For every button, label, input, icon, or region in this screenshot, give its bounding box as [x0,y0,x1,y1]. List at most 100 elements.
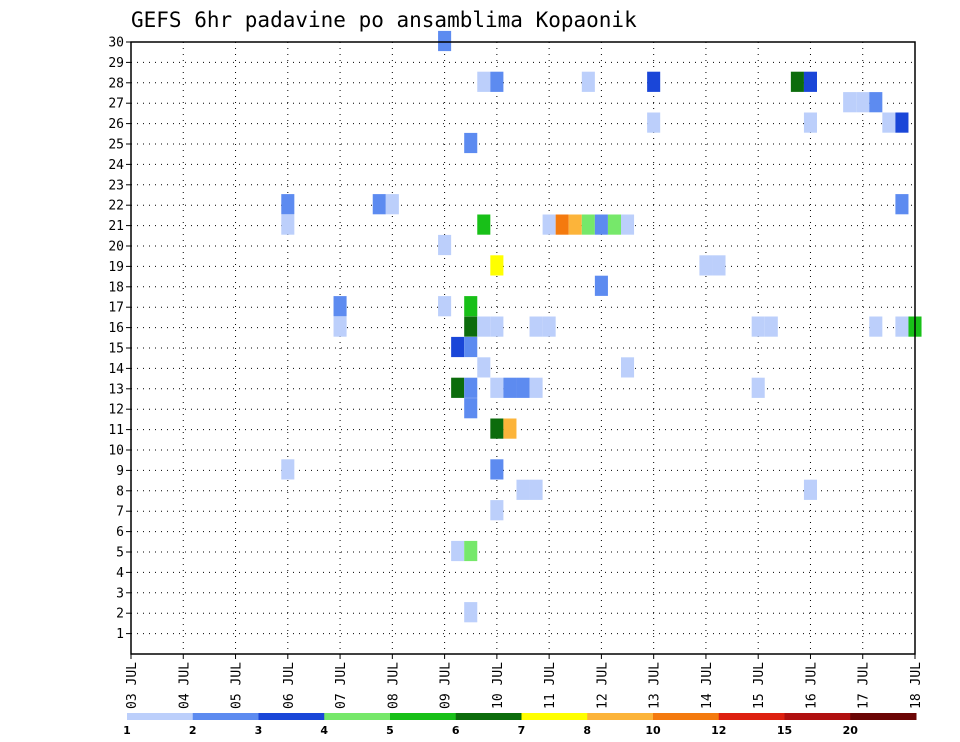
precip-cell [529,479,543,500]
precip-cell [464,336,478,358]
y-axis-ticks: 1234567891011121314151617181920212223242… [108,36,131,642]
precip-cell [372,194,386,215]
precip-cell [751,377,765,398]
precip-cell [516,479,530,500]
precip-cell [542,316,556,337]
precip-cell [464,398,478,419]
precip-cell [490,418,504,439]
legend-label: 1 [123,724,131,737]
legend-swatch [653,713,720,720]
y-tick-label: 2 [116,607,124,622]
legend-label: 10 [645,724,661,737]
precip-cell [712,255,726,276]
precip-cell [803,71,817,92]
precip-cell [803,479,817,500]
precip-cell [281,214,295,235]
precip-cell [581,214,595,235]
y-tick-label: 16 [108,321,124,336]
precip-cell [607,214,621,235]
legend-swatch [127,713,194,720]
legend-label: 8 [583,724,591,737]
y-tick-label: 30 [108,36,124,51]
y-tick-label: 10 [108,444,124,459]
precip-cell [477,71,491,92]
y-tick-label: 7 [116,505,124,520]
legend-label: 15 [777,724,792,737]
precip-cell [594,275,608,296]
precip-cell [869,316,883,337]
y-tick-label: 14 [108,362,124,377]
legend-swatch [390,713,457,720]
precip-cell [451,336,465,358]
x-tick-label: 16 JUL [804,662,819,709]
x-tick-label: 04 JUL [177,662,192,709]
y-tick-label: 11 [108,423,124,438]
precip-cell [281,194,295,215]
precip-cell [503,418,517,439]
y-tick-label: 13 [108,382,124,397]
precip-cell [790,71,804,92]
precip-cell [503,377,517,398]
y-tick-label: 23 [108,178,124,193]
y-tick-label: 9 [116,464,124,479]
precip-cell [477,357,491,378]
precip-cell [464,602,478,623]
legend-swatch [587,713,654,720]
y-tick-label: 26 [108,117,124,132]
legend-swatch [718,713,785,720]
precip-cell [856,92,870,113]
precip-cell [451,540,465,562]
precip-cell [581,71,595,92]
y-tick-label: 19 [108,260,124,275]
legend-label: 12 [711,724,726,737]
legend-swatch [258,713,325,720]
y-tick-label: 29 [108,56,124,71]
precip-cell [490,316,504,337]
precip-cell [490,71,504,92]
precip-cell [464,316,478,337]
precip-cell [594,214,608,235]
y-tick-label: 3 [116,586,124,601]
color-legend: 1 2 3 4 5 6 7 8 10 12 15 20 [123,713,917,737]
precip-cell [490,377,504,398]
legend-label: 6 [452,724,460,737]
precip-cell [477,316,491,337]
legend-label: 5 [386,724,394,737]
precip-cell [464,132,478,154]
x-tick-label: 13 JUL [648,662,663,709]
precip-cell [490,255,504,276]
y-tick-label: 28 [108,76,124,91]
x-tick-label: 03 JUL [125,662,140,709]
precip-cell [516,377,530,398]
precip-cell [477,214,491,235]
precip-cell [621,357,635,378]
legend-swatch [784,713,851,720]
precip-cell [647,71,661,92]
x-tick-label: 10 JUL [491,662,506,709]
y-tick-label: 21 [108,219,124,234]
precip-cell [333,296,347,317]
legend-label: 3 [255,724,263,737]
y-tick-label: 24 [108,158,124,173]
x-tick-label: 06 JUL [282,662,297,709]
precip-cell [699,255,713,276]
y-tick-label: 4 [116,566,124,581]
x-tick-label: 07 JUL [334,662,349,709]
y-tick-label: 8 [116,484,124,499]
y-tick-label: 27 [108,97,124,112]
x-tick-label: 11 JUL [543,662,558,709]
precip-cell [281,459,295,480]
x-axis-ticks: 03 JUL 04 JUL 05 JUL 06 JUL 07 JUL 08 JUL 09 J… [125,654,924,709]
precip-cell [803,112,817,133]
y-tick-label: 12 [108,403,124,418]
precip-cell [843,92,857,113]
y-tick-label: 25 [108,138,124,153]
precip-cell [438,30,452,52]
legend-swatch [192,713,259,720]
chart-title: GEFS 6hr padavine po ansamblima Kopaonik [131,8,637,32]
legend-label: 2 [189,724,197,737]
precip-cell [464,540,478,562]
legend-label: 7 [518,724,526,737]
x-tick-label: 09 JUL [439,662,454,709]
